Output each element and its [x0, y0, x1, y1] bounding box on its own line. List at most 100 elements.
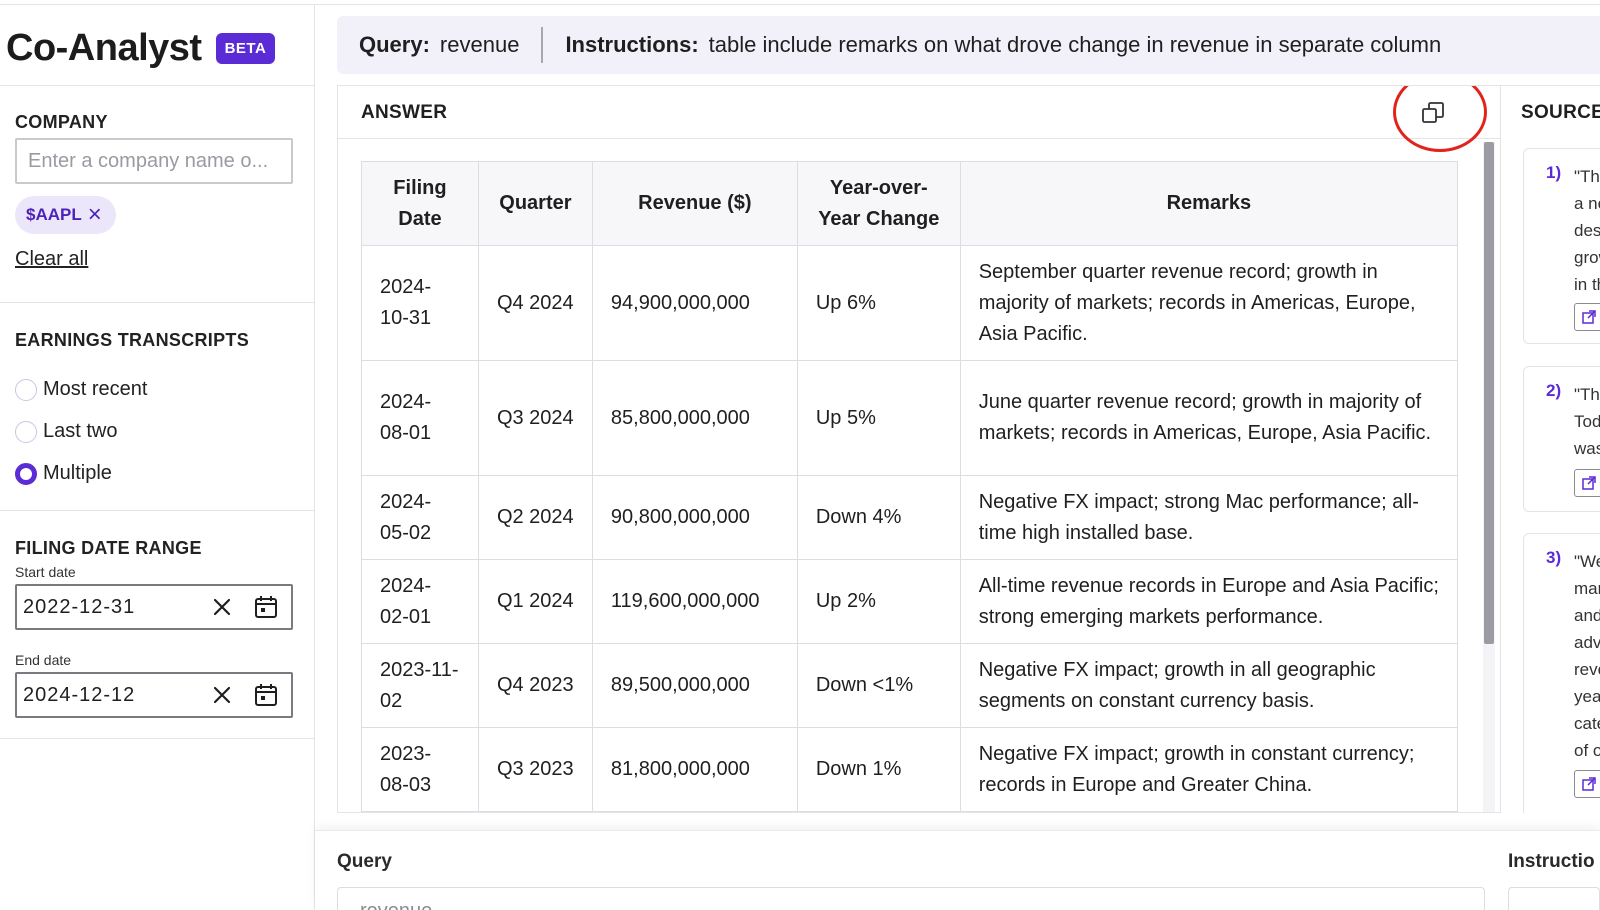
- query-input-value[interactable]: revenue: [360, 900, 432, 910]
- source-line: cate: [1574, 714, 1600, 733]
- source-line: reve: [1574, 660, 1600, 679]
- source-card[interactable]: 1) "Th a ne des grow in th: [1523, 148, 1600, 344]
- query-input-label: Query: [337, 851, 392, 872]
- divider: [541, 27, 544, 63]
- external-link-icon[interactable]: [1574, 469, 1600, 497]
- query-input-area: Query revenue Instructio: [315, 830, 1600, 910]
- table-cell: Q2 2024: [477, 475, 593, 560]
- table-cell: Up 5%: [796, 360, 961, 476]
- radio-label: Last two: [43, 420, 118, 442]
- query-input[interactable]: revenue: [337, 887, 1485, 910]
- source-line: adv: [1574, 633, 1600, 652]
- table-cell: Down <1%: [796, 643, 961, 728]
- company-search-input[interactable]: [15, 138, 293, 184]
- query-summary-bar: Query: revenue Instructions: table inclu…: [337, 16, 1600, 74]
- source-line: "We: [1574, 552, 1600, 571]
- table-header-row: Filing Date Quarter Revenue ($) Year-ove…: [361, 161, 1459, 246]
- answer-table-container: Filing Date Quarter Revenue ($) Year-ove…: [361, 161, 1459, 812]
- table-cell: 2023-08-03: [361, 727, 479, 812]
- instructions-input[interactable]: [1508, 887, 1600, 910]
- start-date-field[interactable]: 2022-12-31: [15, 584, 293, 630]
- radio-circle[interactable]: [15, 420, 37, 443]
- table-cell: 90,800,000,000: [591, 475, 798, 560]
- answer-scrollbar-thumb[interactable]: [1484, 142, 1494, 644]
- sources-panel: SOURCES 1) "Th a ne des grow in th 2) "T…: [1500, 85, 1600, 813]
- source-excerpt: "Th a ne des grow in th: [1574, 163, 1600, 298]
- radio-circle-selected[interactable]: [15, 462, 37, 485]
- instructions-value: table include remarks on what drove chan…: [708, 32, 1442, 57]
- top-border: [0, 4, 1600, 5]
- source-number: 3): [1546, 548, 1562, 567]
- table-cell: All-time revenue records in Europe and A…: [959, 559, 1459, 644]
- table-row: 2023-11-02 Q4 2023 89,500,000,000 Down <…: [361, 643, 1459, 728]
- query-value: revenue: [439, 32, 520, 57]
- source-excerpt: "Th Tod was: [1574, 381, 1600, 462]
- table-cell: 94,900,000,000: [591, 245, 798, 361]
- divider: [0, 85, 315, 86]
- table-cell: 2024-08-01: [361, 360, 479, 476]
- table-cell: 89,500,000,000: [591, 643, 798, 728]
- table-cell: 2023-11-02: [361, 643, 479, 728]
- table-cell: Up 6%: [796, 245, 961, 361]
- radio-last-two[interactable]: Last two: [15, 420, 117, 443]
- filing-date-range-label: FILING DATE RANGE: [15, 538, 202, 558]
- end-date-value[interactable]: 2024-12-12: [23, 683, 136, 706]
- answer-header: ANSWER: [338, 86, 1500, 152]
- source-card[interactable]: 2) "Th Tod was: [1523, 366, 1600, 512]
- divider: [0, 510, 315, 511]
- source-line: was: [1574, 439, 1600, 458]
- annotation-circle: [1393, 86, 1487, 152]
- table-row: 2024-02-01 Q1 2024 119,600,000,000 Up 2%…: [361, 559, 1459, 644]
- table-cell: 2024-10-31: [361, 245, 479, 361]
- table-cell: Negative FX impact; growth in constant c…: [959, 727, 1459, 812]
- source-line: des: [1574, 221, 1600, 240]
- table-row: 2024-10-31 Q4 2024 94,900,000,000 Up 6% …: [361, 245, 1459, 361]
- table-cell: 85,800,000,000: [591, 360, 798, 476]
- source-number: 1): [1546, 163, 1562, 182]
- external-link-icon[interactable]: [1574, 770, 1600, 798]
- column-header: Year-over-Year Change: [796, 161, 961, 246]
- source-line: mar: [1574, 579, 1600, 598]
- end-date-field[interactable]: 2024-12-12: [15, 672, 293, 718]
- radio-label: Most recent: [43, 378, 148, 400]
- source-line: in th: [1574, 275, 1600, 294]
- calendar-icon[interactable]: [253, 594, 279, 620]
- calendar-icon[interactable]: [253, 682, 279, 708]
- table-cell: 2024-02-01: [361, 559, 479, 644]
- column-header: Revenue ($): [591, 161, 798, 246]
- column-header: Remarks: [959, 161, 1459, 246]
- chip-remove-icon[interactable]: ×: [87, 201, 102, 228]
- table-cell: June quarter revenue record; growth in m…: [959, 360, 1459, 476]
- answer-table: Filing Date Quarter Revenue ($) Year-ove…: [361, 161, 1459, 812]
- radio-label: Multiple: [43, 462, 112, 484]
- end-date-label: End date: [15, 652, 72, 668]
- column-header: Filing Date: [361, 161, 479, 246]
- source-number: 2): [1546, 381, 1562, 400]
- source-line: grow: [1574, 248, 1600, 267]
- radio-circle[interactable]: [15, 378, 37, 401]
- app-title: Co-Analyst: [6, 27, 202, 69]
- table-cell: Down 1%: [796, 727, 961, 812]
- earnings-transcripts-label: EARNINGS TRANSCRIPTS: [15, 330, 250, 350]
- table-cell: 119,600,000,000: [591, 559, 798, 644]
- close-icon[interactable]: [209, 682, 235, 708]
- table-cell: Q4 2023: [477, 643, 593, 728]
- clear-all-link[interactable]: Clear all: [15, 248, 89, 270]
- source-line: "Th: [1574, 385, 1600, 404]
- company-chip[interactable]: $AAPL ×: [15, 196, 116, 234]
- source-line: a ne: [1574, 194, 1600, 213]
- external-link-icon[interactable]: [1574, 303, 1600, 331]
- table-cell: Down 4%: [796, 475, 961, 560]
- source-card[interactable]: 3) "We mar and adv reve yea cate of o: [1523, 533, 1600, 813]
- divider: [0, 302, 315, 303]
- table-cell: 81,800,000,000: [591, 727, 798, 812]
- query-label: Query:: [359, 32, 430, 57]
- start-date-value[interactable]: 2022-12-31: [23, 595, 136, 618]
- radio-most-recent[interactable]: Most recent: [15, 378, 147, 401]
- radio-multiple[interactable]: Multiple: [15, 462, 112, 485]
- source-excerpt: "We mar and adv reve yea cate of o: [1574, 548, 1600, 764]
- close-icon[interactable]: [209, 594, 235, 620]
- source-line: of o: [1574, 741, 1600, 760]
- instructions-label: Instructions:: [565, 32, 699, 57]
- table-cell: Negative FX impact; strong Mac performan…: [959, 475, 1459, 560]
